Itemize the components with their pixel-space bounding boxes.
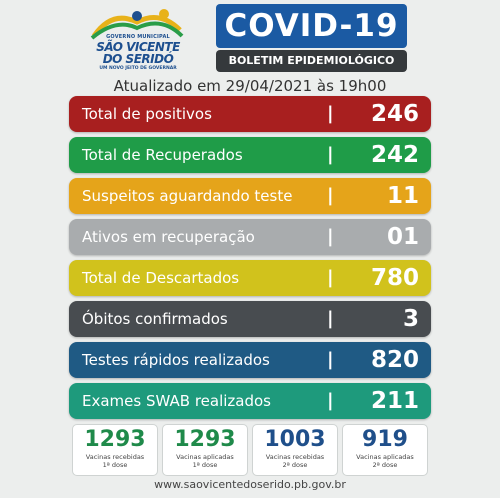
vaccine-desc: Vacinas aplicadas <box>356 453 414 461</box>
stat-value: 3 <box>402 306 419 332</box>
stat-label: Total de Descartados <box>82 269 240 287</box>
stat-row: Total de Descartados | 780 <box>69 260 431 296</box>
footer-url: www.saovicentedoserido.pb.gov.br <box>154 478 346 491</box>
vaccine-card: 1003 Vacinas recebidas 2ª dose <box>252 424 338 476</box>
stat-separator: | <box>327 308 334 329</box>
stat-label: Total de positivos <box>82 105 212 123</box>
logo-city-line2: DO SERIDÓ <box>102 52 174 66</box>
stat-separator: | <box>327 144 334 165</box>
vaccine-desc: Vacinas recebidas <box>265 453 325 461</box>
stat-row: Exames SWAB realizados | 211 <box>69 383 431 419</box>
updated-timestamp: Atualizado em 29/04/2021 às 19h00 <box>113 77 387 95</box>
vaccine-count: 1293 <box>84 427 146 452</box>
stat-value: 246 <box>370 101 419 127</box>
stat-value: 820 <box>370 347 419 373</box>
stat-label: Total de Recuperados <box>82 146 243 164</box>
stat-value: 11 <box>386 183 419 209</box>
boletim-subtitle: BOLETIM EPIDEMIOLÓGICO <box>216 50 407 72</box>
vaccine-count: 919 <box>362 427 408 452</box>
stat-row: Total de Recuperados | 242 <box>69 137 431 173</box>
stat-label: Óbitos confirmados <box>82 310 228 328</box>
stat-separator: | <box>327 185 334 206</box>
stat-value: 01 <box>386 224 419 250</box>
vaccine-desc: Vacinas aplicadas <box>176 453 234 461</box>
stat-separator: | <box>327 267 334 288</box>
stat-row: Testes rápidos realizados | 820 <box>69 342 431 378</box>
vaccine-dose: 2ª dose <box>282 461 308 469</box>
logo-emblem-icon <box>90 9 184 40</box>
stat-row: Total de positivos | 246 <box>69 96 431 132</box>
covid-title: COVID-19 <box>216 4 407 48</box>
stat-row: Óbitos confirmados | 3 <box>69 301 431 337</box>
vaccine-card: 1293 Vacinas recebidas 1ª dose <box>72 424 158 476</box>
stat-row: Ativos em recuperação | 01 <box>69 219 431 255</box>
stat-value: 211 <box>370 388 419 414</box>
stat-label: Exames SWAB realizados <box>82 392 271 410</box>
vaccine-card: 919 Vacinas aplicadas 2ª dose <box>342 424 428 476</box>
vaccine-count: 1003 <box>264 427 326 452</box>
vaccine-card: 1293 Vacinas aplicadas 1ª dose <box>162 424 248 476</box>
stat-label: Testes rápidos realizados <box>82 351 270 369</box>
logo-slogan: UM NOVO JEITO DE GOVERNAR <box>99 66 177 71</box>
stat-label: Suspeitos aguardando teste <box>82 187 293 205</box>
stat-row: Suspeitos aguardando teste | 11 <box>69 178 431 214</box>
stat-separator: | <box>327 226 334 247</box>
logo-gov-text: GOVERNO MUNICIPAL <box>106 34 170 40</box>
vaccine-dose: 1ª dose <box>192 461 218 469</box>
stat-separator: | <box>327 390 334 411</box>
vaccine-count: 1293 <box>174 427 236 452</box>
stat-value: 242 <box>370 142 419 168</box>
stat-separator: | <box>327 349 334 370</box>
municipal-logo: GOVERNO MUNICIPAL SÃO VICENTE DO SERIDÓ … <box>82 6 192 76</box>
vaccine-dose: 1ª dose <box>102 461 128 469</box>
vaccine-dose: 2ª dose <box>372 461 398 469</box>
logo-city-line1: SÃO VICENTE <box>96 40 180 54</box>
stat-value: 780 <box>370 265 419 291</box>
stat-label: Ativos em recuperação <box>82 228 255 246</box>
stat-separator: | <box>327 103 334 124</box>
vaccine-desc: Vacinas recebidas <box>85 453 145 461</box>
